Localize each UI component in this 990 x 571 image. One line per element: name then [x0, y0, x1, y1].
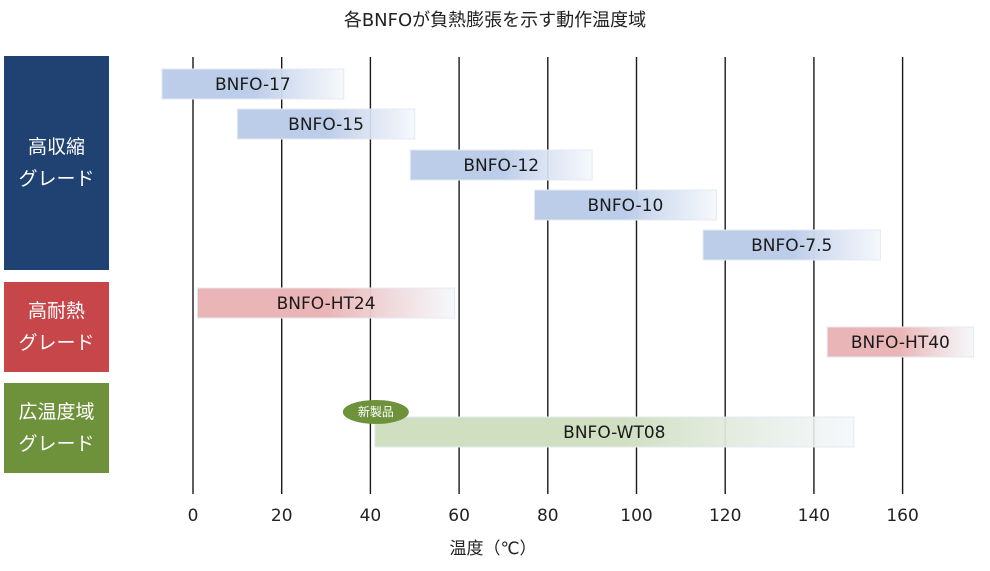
x-tick-label-80: 80	[537, 506, 559, 526]
x-tick-label-0: 0	[188, 506, 199, 526]
bar-bnfo-15	[236, 108, 416, 140]
x-tick-label-160: 160	[886, 506, 918, 526]
x-tick-label-140: 140	[798, 506, 830, 526]
chart-title: 各BNFOが負熱膨張を示す動作温度域	[343, 10, 647, 31]
bar-bnfo-17	[161, 68, 345, 100]
bar-label-bnfo-7-5: BNFO-7.5	[751, 236, 832, 256]
x-tick-label-60: 60	[448, 506, 470, 526]
bar-label-bnfo-17: BNFO-17	[215, 75, 291, 95]
group-label-high-shrink: 高収縮 グレード	[4, 56, 109, 270]
bar-label-bnfo-ht24: BNFO-HT24	[277, 294, 376, 314]
new-product-badge-label: 新製品	[358, 404, 394, 419]
bar-label-bnfo-10: BNFO-10	[588, 196, 664, 216]
bar-bnfo-ht24	[196, 287, 456, 319]
x-tick-label-20: 20	[271, 506, 293, 526]
bar-bnfo-wt08	[374, 416, 855, 448]
bar-bnfo-12	[409, 149, 593, 181]
x-axis-label: 温度（℃）	[449, 539, 537, 559]
group-label-wide-range: 広温度域 グレード	[4, 383, 109, 473]
bar-bnfo-ht40	[826, 326, 975, 358]
bar-bnfo-10	[533, 189, 717, 221]
x-tick-label-120: 120	[709, 506, 741, 526]
group-label-high-heat: 高耐熱 グレード	[4, 282, 109, 372]
new-product-badge	[342, 400, 409, 424]
bar-label-bnfo-12: BNFO-12	[463, 156, 539, 176]
x-tick-label-100: 100	[620, 506, 652, 526]
bar-label-bnfo-wt08: BNFO-WT08	[563, 423, 665, 443]
x-tick-label-40: 40	[360, 506, 382, 526]
bar-label-bnfo-ht40: BNFO-HT40	[851, 333, 950, 353]
bar-bnfo-7-5	[702, 229, 881, 261]
bar-label-bnfo-15: BNFO-15	[288, 115, 364, 135]
